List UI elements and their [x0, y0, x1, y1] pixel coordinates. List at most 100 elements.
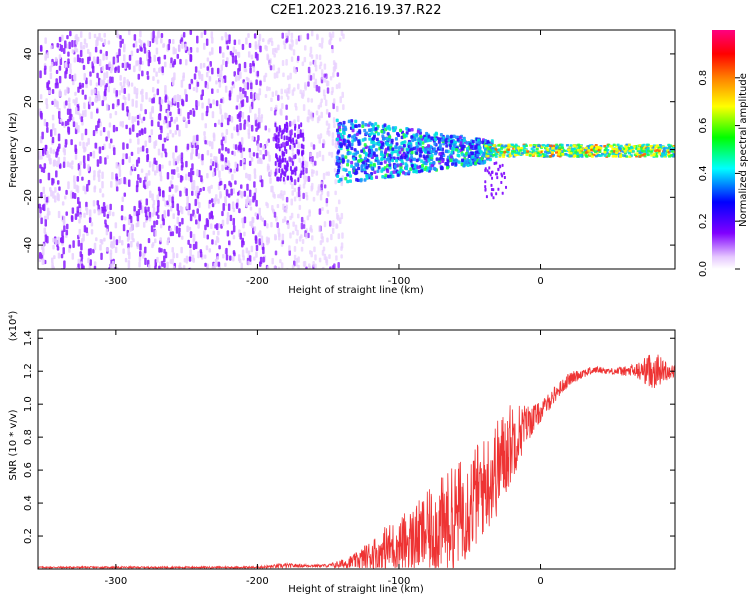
- heatmap-cell: [157, 200, 160, 207]
- heatmap-cell: [604, 147, 608, 150]
- heatmap-cell: [222, 52, 225, 58]
- heatmap-cell: [278, 159, 281, 165]
- heatmap-cell: [381, 142, 385, 147]
- heatmap-cell: [74, 144, 77, 153]
- heatmap-cell: [314, 254, 317, 261]
- heatmap-cell: [239, 184, 243, 189]
- heatmap-cell: [394, 145, 398, 150]
- heatmap-cell: [168, 38, 171, 44]
- heatmap-cell: [266, 54, 270, 61]
- heatmap-cell: [176, 124, 179, 131]
- heatmap-cell: [486, 146, 490, 150]
- heatmap-cell: [273, 265, 276, 269]
- heatmap-cell: [291, 230, 295, 235]
- heatmap-cell: [186, 196, 189, 205]
- heatmap-cell: [433, 167, 437, 172]
- heatmap-cell: [88, 32, 92, 40]
- heatmap-cell: [313, 246, 316, 253]
- heatmap-cell: [157, 30, 160, 39]
- heatmap-cell: [310, 142, 313, 147]
- heatmap-cell: [84, 128, 88, 136]
- heatmap-cell: [245, 172, 248, 179]
- heatmap-cell: [210, 198, 214, 203]
- heatmap-cell: [106, 103, 109, 111]
- heatmap-cell: [107, 85, 110, 93]
- heatmap-cell: [391, 147, 395, 151]
- heatmap-cell: [155, 47, 159, 55]
- heatmap-cell: [171, 231, 175, 237]
- heatmap-cell: [148, 190, 152, 199]
- heatmap-cell: [225, 112, 228, 120]
- heatmap-cell: [418, 147, 422, 151]
- heatmap-cell: [96, 38, 99, 46]
- heatmap-cell: [176, 156, 180, 164]
- heatmap-cell: [92, 130, 96, 137]
- heatmap-cell: [336, 174, 340, 179]
- heatmap-cell: [58, 186, 61, 191]
- heatmap-cell: [425, 155, 429, 159]
- heatmap-cell: [80, 253, 84, 260]
- heatmap-cell: [394, 149, 398, 154]
- heatmap-cell: [260, 159, 263, 165]
- heatmap-cell: [238, 141, 242, 148]
- heatmap-cell: [212, 134, 216, 142]
- heatmap-cell: [206, 84, 210, 90]
- heatmap-cell: [64, 40, 67, 49]
- heatmap-cell: [249, 221, 252, 227]
- heatmap-cell: [105, 51, 108, 57]
- heatmap-cell: [460, 158, 464, 162]
- heatmap-cell: [68, 115, 72, 122]
- heatmap-cell: [140, 118, 144, 124]
- heatmap-cell: [262, 145, 265, 151]
- heatmap-cell: [144, 257, 147, 266]
- heatmap-cell: [482, 152, 486, 156]
- heatmap-cell: [109, 76, 112, 84]
- heatmap-cell: [361, 138, 365, 142]
- heatmap-cell: [172, 46, 176, 55]
- heatmap-cell: [128, 214, 132, 220]
- heatmap-cell: [490, 139, 494, 143]
- heatmap-cell: [492, 196, 495, 200]
- heatmap-cell: [299, 129, 302, 135]
- heatmap-cell: [385, 157, 389, 162]
- heatmap-cell: [450, 150, 454, 154]
- heatmap-cell: [211, 88, 214, 95]
- top-x-tick-label: -300: [105, 276, 128, 287]
- heatmap-cell: [365, 176, 369, 180]
- heatmap-cell: [133, 86, 137, 95]
- heatmap-cell: [219, 46, 222, 54]
- heatmap-cell: [136, 241, 140, 249]
- heatmap-cell: [440, 165, 444, 170]
- heatmap-cell: [307, 97, 310, 103]
- heatmap-cell: [101, 171, 104, 179]
- heatmap-cell: [173, 72, 176, 81]
- heatmap-cell: [355, 170, 359, 175]
- heatmap-cell: [640, 149, 644, 153]
- heatmap-cell: [302, 136, 305, 142]
- heatmap-cell: [233, 71, 236, 77]
- heatmap-cell: [66, 86, 69, 94]
- heatmap-cell: [79, 50, 83, 57]
- heatmap-cell: [66, 223, 69, 230]
- heatmap-cell: [187, 119, 191, 125]
- heatmap-cell: [300, 222, 304, 230]
- heatmap-cell: [105, 55, 108, 60]
- heatmap-cell: [163, 255, 166, 263]
- heatmap-cell: [303, 260, 307, 268]
- heatmap-cell: [105, 204, 109, 210]
- heatmap-cell: [410, 147, 414, 151]
- heatmap-cell: [158, 113, 161, 120]
- heatmap-cell: [280, 262, 284, 269]
- heatmap-cell: [331, 44, 334, 50]
- heatmap-cell: [119, 81, 123, 86]
- heatmap-cell: [239, 71, 242, 79]
- heatmap-cell: [467, 154, 471, 159]
- heatmap-cell: [233, 126, 236, 131]
- heatmap-cell: [490, 187, 493, 191]
- heatmap-cell: [346, 139, 350, 144]
- heatmap-cell: [321, 37, 324, 44]
- heatmap-cell: [248, 42, 252, 49]
- heatmap-cell: [328, 254, 331, 259]
- heatmap-cell: [121, 196, 125, 203]
- heatmap-cell: [389, 143, 393, 148]
